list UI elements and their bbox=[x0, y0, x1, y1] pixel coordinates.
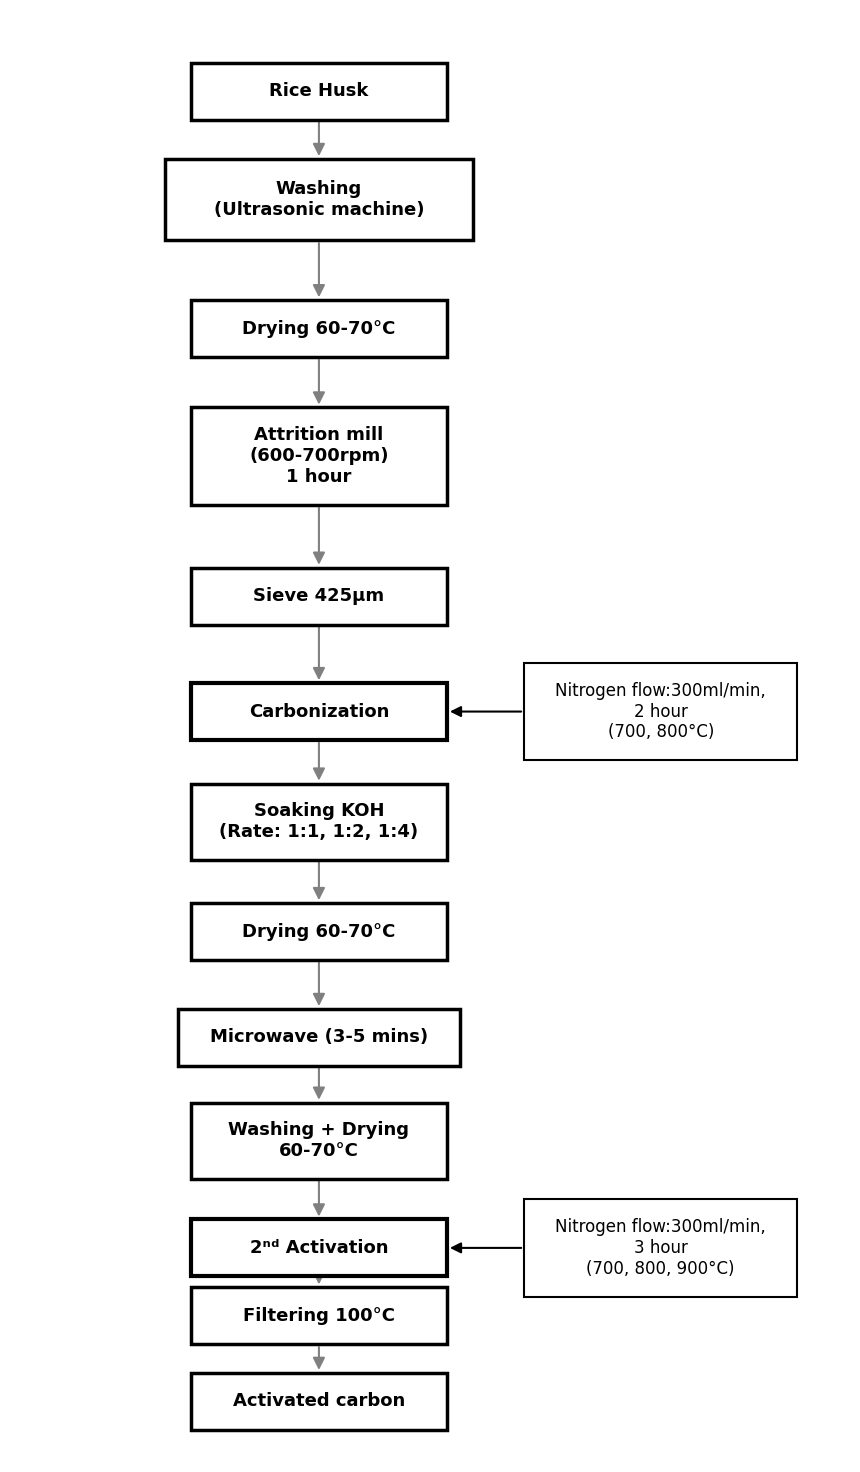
FancyBboxPatch shape bbox=[191, 1373, 447, 1429]
FancyBboxPatch shape bbox=[191, 568, 447, 624]
FancyBboxPatch shape bbox=[191, 1219, 447, 1276]
FancyBboxPatch shape bbox=[524, 662, 797, 761]
Text: Drying 60-70°C: Drying 60-70°C bbox=[243, 319, 396, 337]
FancyBboxPatch shape bbox=[165, 159, 473, 240]
Text: Nitrogen flow:300ml/min,
2 hour
(700, 800°C): Nitrogen flow:300ml/min, 2 hour (700, 80… bbox=[556, 682, 766, 742]
Text: Washing
(Ultrasonic machine): Washing (Ultrasonic machine) bbox=[213, 180, 424, 219]
Text: Soaking KOH
(Rate: 1:1, 1:2, 1:4): Soaking KOH (Rate: 1:1, 1:2, 1:4) bbox=[219, 802, 419, 841]
FancyBboxPatch shape bbox=[191, 902, 447, 960]
FancyBboxPatch shape bbox=[191, 62, 447, 119]
FancyBboxPatch shape bbox=[191, 1288, 447, 1344]
FancyBboxPatch shape bbox=[191, 783, 447, 860]
Text: Filtering 100°C: Filtering 100°C bbox=[243, 1307, 395, 1325]
FancyBboxPatch shape bbox=[524, 1200, 797, 1297]
Text: Nitrogen flow:300ml/min,
3 hour
(700, 800, 900°C): Nitrogen flow:300ml/min, 3 hour (700, 80… bbox=[556, 1219, 766, 1278]
FancyBboxPatch shape bbox=[191, 683, 447, 740]
FancyBboxPatch shape bbox=[191, 300, 447, 358]
Text: Washing + Drying
60-70°C: Washing + Drying 60-70°C bbox=[229, 1122, 409, 1160]
FancyBboxPatch shape bbox=[191, 1103, 447, 1179]
Text: Activated carbon: Activated carbon bbox=[233, 1393, 405, 1410]
Text: Sieve 425μm: Sieve 425μm bbox=[254, 587, 384, 605]
Text: Microwave (3-5 mins): Microwave (3-5 mins) bbox=[210, 1029, 428, 1047]
Text: Attrition mill
(600-700rpm)
1 hour: Attrition mill (600-700rpm) 1 hour bbox=[249, 427, 389, 486]
FancyBboxPatch shape bbox=[191, 408, 447, 505]
Text: 2ⁿᵈ Activation: 2ⁿᵈ Activation bbox=[249, 1239, 388, 1257]
FancyBboxPatch shape bbox=[178, 1008, 460, 1066]
Text: Rice Husk: Rice Husk bbox=[269, 82, 369, 100]
Text: Drying 60-70°C: Drying 60-70°C bbox=[243, 923, 396, 941]
Text: Carbonization: Carbonization bbox=[249, 702, 389, 721]
